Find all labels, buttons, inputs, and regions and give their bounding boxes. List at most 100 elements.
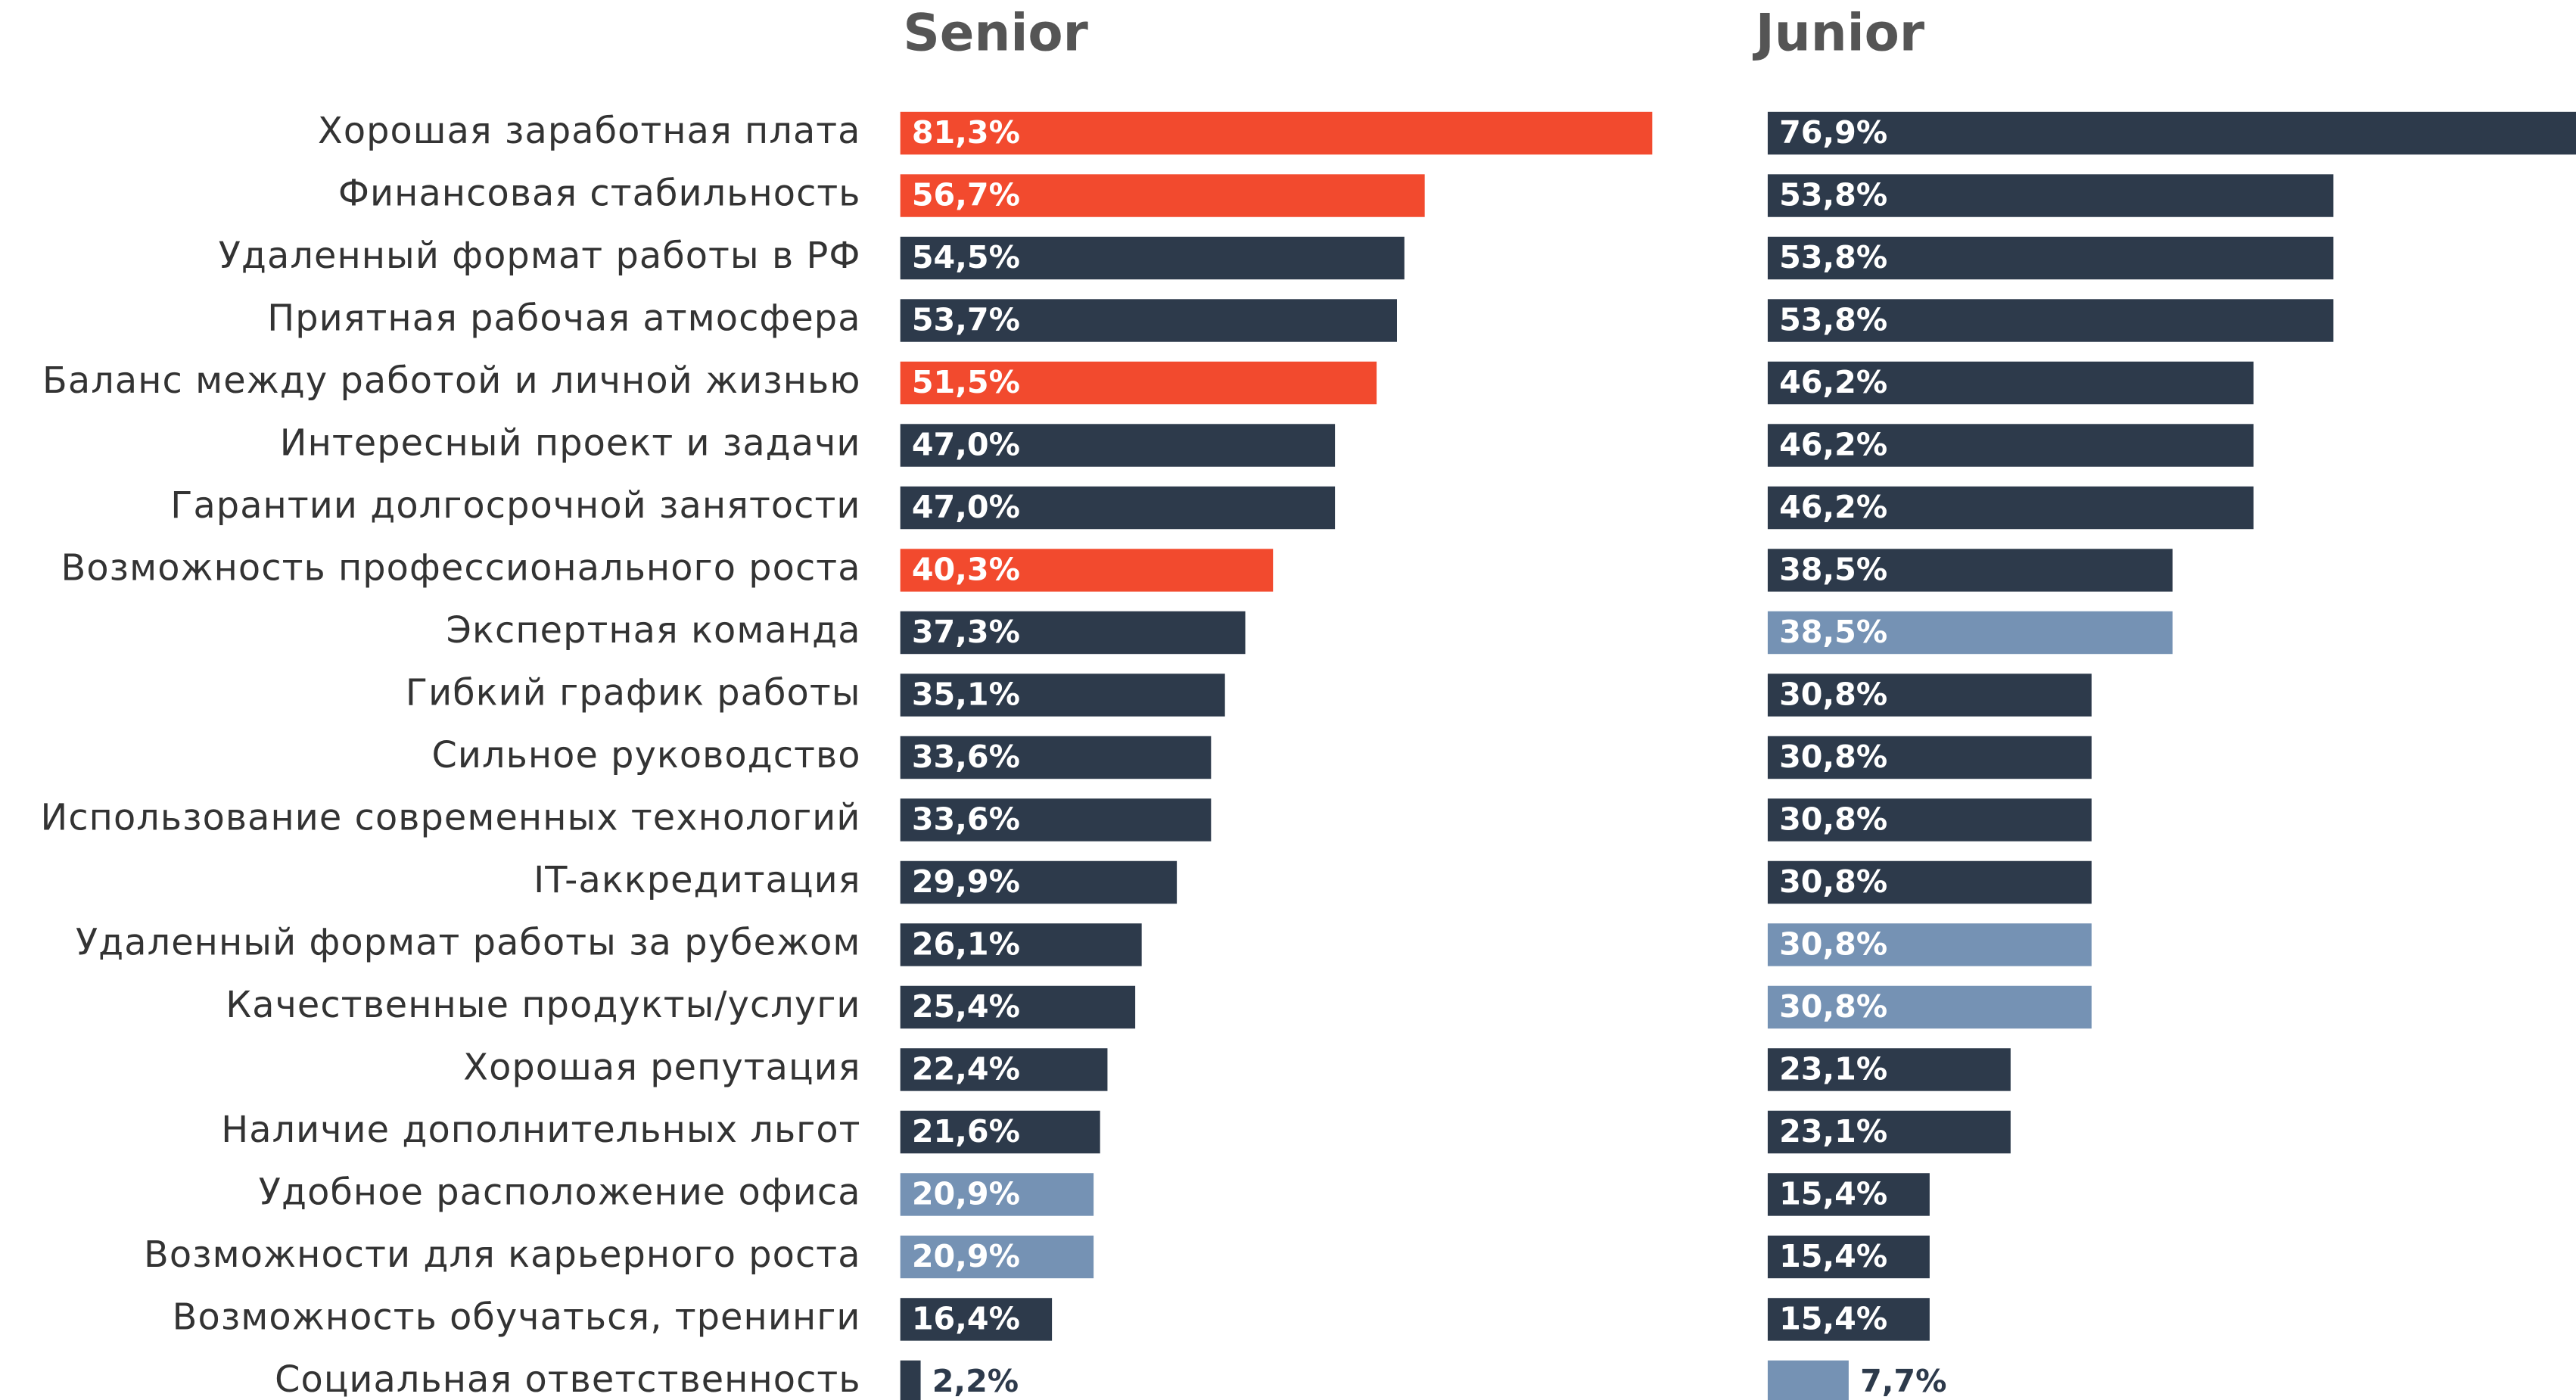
bar xyxy=(900,236,1405,280)
value-label: 23,1% xyxy=(1779,1051,1887,1087)
category-label: Приятная рабочая атмосфера xyxy=(267,298,860,340)
value-label: 30,8% xyxy=(1779,988,1887,1025)
value-label: 53,8% xyxy=(1779,302,1887,338)
category-label: Удобное расположение офиса xyxy=(259,1171,861,1213)
category-label: Хорошая репутация xyxy=(463,1047,860,1088)
value-label: 35,1% xyxy=(912,677,1020,713)
bar xyxy=(1767,611,2173,655)
value-label: 51,5% xyxy=(912,364,1020,400)
bar xyxy=(900,860,1178,904)
value-label: 30,8% xyxy=(1779,801,1887,838)
value-label: 46,2% xyxy=(1779,427,1887,463)
bar xyxy=(1767,1173,1930,1216)
value-label: 15,4% xyxy=(1779,1238,1887,1274)
bar xyxy=(900,424,1336,467)
category-label: Гарантии долгосрочной занятости xyxy=(170,485,860,527)
bar xyxy=(1767,486,2254,530)
value-label: 53,8% xyxy=(1779,239,1887,275)
value-label: 38,5% xyxy=(1779,614,1887,650)
bar xyxy=(1767,985,2092,1029)
category-label: Наличие дополнительных льгот xyxy=(221,1109,860,1151)
value-label: 54,5% xyxy=(912,239,1020,275)
bar xyxy=(900,486,1336,530)
value-label: 47,0% xyxy=(912,427,1020,463)
category-label: Возможность обучаться, тренинги xyxy=(173,1296,861,1338)
bar xyxy=(1767,174,2334,217)
bar xyxy=(900,611,1246,655)
bar xyxy=(1767,424,2254,467)
category-label: Баланс между работой и личной жизнью xyxy=(42,360,861,402)
value-label: 33,6% xyxy=(912,739,1020,775)
category-label: Хорошая заработная плата xyxy=(318,110,861,152)
value-label: 20,9% xyxy=(912,1176,1020,1212)
value-label: 30,8% xyxy=(1779,926,1887,963)
bar xyxy=(1767,674,2092,717)
category-label: Возможности для карьерного роста xyxy=(144,1234,861,1276)
value-label: 25,4% xyxy=(912,988,1020,1025)
value-label: 2,2% xyxy=(932,1363,1019,1399)
bar xyxy=(900,299,1397,342)
value-label: 33,6% xyxy=(912,801,1020,838)
value-label: 40,3% xyxy=(912,552,1020,588)
bar xyxy=(1767,860,2092,904)
category-label: Сильное руководство xyxy=(431,735,860,776)
bar xyxy=(900,923,1142,966)
panel-title: Senior xyxy=(903,3,1087,62)
value-label: 15,4% xyxy=(1779,1176,1887,1212)
bar xyxy=(900,985,1136,1029)
bar xyxy=(1767,299,2334,342)
bar xyxy=(900,1235,1094,1279)
category-label: Социальная ответственность xyxy=(275,1359,860,1400)
bar xyxy=(900,174,1425,217)
value-label: 47,0% xyxy=(912,489,1020,525)
category-label: Интересный проект и задачи xyxy=(280,423,861,465)
bar xyxy=(900,798,1212,842)
category-label: Удаленный формат работы в РФ xyxy=(219,235,861,277)
value-label: 56,7% xyxy=(912,177,1020,213)
value-label: 76,9% xyxy=(1779,114,1887,151)
value-label: 20,9% xyxy=(912,1238,1020,1274)
bar xyxy=(900,1173,1094,1216)
category-label: Экспертная команда xyxy=(446,610,861,652)
value-label: 30,8% xyxy=(1779,739,1887,775)
value-label: 46,2% xyxy=(1779,364,1887,400)
bar xyxy=(1767,111,2576,155)
bar xyxy=(900,674,1225,717)
bar xyxy=(1767,549,2173,592)
category-label: Гибкий график работы xyxy=(406,672,861,714)
value-label: 37,3% xyxy=(912,614,1020,650)
value-label: 26,1% xyxy=(912,926,1020,963)
panel-title: Junior xyxy=(1753,3,1924,62)
bar xyxy=(900,549,1274,592)
category-label: Финансовая стабильность xyxy=(338,173,861,215)
value-label: 38,5% xyxy=(1779,552,1887,588)
bar xyxy=(1767,1360,1849,1400)
value-label: 81,3% xyxy=(912,114,1020,151)
value-label: 46,2% xyxy=(1779,489,1887,525)
bar xyxy=(1767,923,2092,966)
value-label: 16,4% xyxy=(912,1301,1020,1337)
bar xyxy=(1767,1110,2011,1154)
bar xyxy=(1767,236,2334,280)
bar xyxy=(900,361,1377,405)
bar xyxy=(900,736,1212,779)
bar xyxy=(1767,798,2092,842)
category-label: Удаленный формат работы за рубежом xyxy=(76,922,861,963)
bar xyxy=(900,1298,1053,1341)
bar xyxy=(900,111,1653,155)
bar xyxy=(900,1048,1108,1091)
bar xyxy=(1767,1048,2011,1091)
category-label: Использование современных технологий xyxy=(41,797,861,838)
category-label: Возможность профессионального роста xyxy=(61,547,861,589)
bar xyxy=(1767,736,2092,779)
value-label: 22,4% xyxy=(912,1051,1020,1087)
value-label: 30,8% xyxy=(1779,677,1887,713)
value-label: 29,9% xyxy=(912,863,1020,900)
bar xyxy=(1767,1235,1930,1279)
bar xyxy=(900,1110,1100,1154)
bar xyxy=(1767,1298,1930,1341)
value-label: 53,7% xyxy=(912,302,1020,338)
value-label: 7,7% xyxy=(1860,1363,1946,1399)
value-label: 30,8% xyxy=(1779,863,1887,900)
